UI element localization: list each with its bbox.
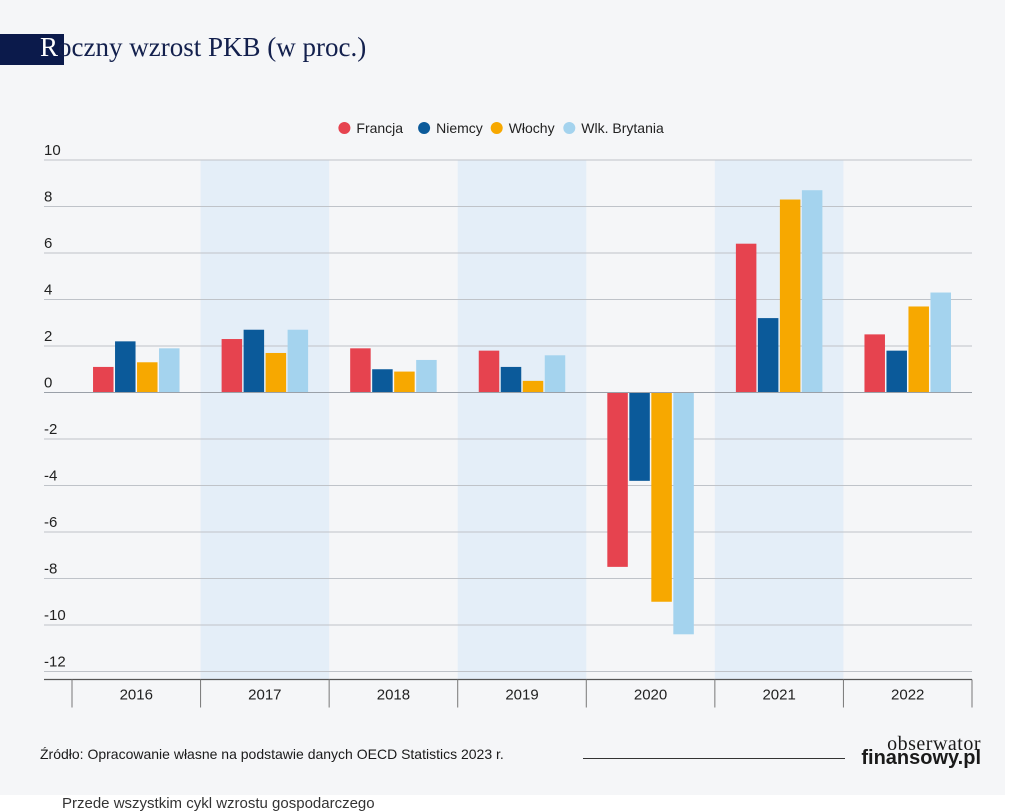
bar-niemcy-2019 — [500, 366, 522, 393]
bar-niemcy-2018 — [372, 369, 393, 393]
x-tick-label: 2021 — [762, 687, 795, 704]
bar-wlk-brytania-2017 — [287, 329, 309, 393]
bar-niemcy-2020 — [629, 392, 650, 481]
bar-w-ochy-2018 — [394, 371, 415, 393]
legend-marker-wlk-brytania — [563, 122, 576, 134]
y-tick-label: 0 — [44, 375, 52, 392]
logo-line-2: finansowy.pl — [861, 747, 981, 769]
bar-w-ochy-2020 — [651, 392, 672, 602]
bar-niemcy-2022 — [886, 350, 907, 393]
x-tick-label: 2018 — [377, 687, 410, 704]
bar-francja-2018 — [350, 348, 371, 393]
legend-label: Francja — [356, 120, 403, 136]
y-tick-label: -12 — [44, 654, 66, 671]
bar-wlk-brytania-2019 — [544, 355, 566, 393]
y-tick-label: 4 — [44, 282, 52, 299]
y-tick-label: 10 — [44, 142, 61, 159]
bar-w-ochy-2022 — [908, 306, 929, 393]
legend-label: Włochy — [509, 120, 555, 136]
bar-niemcy-2021 — [757, 318, 779, 393]
y-tick-label: -2 — [44, 421, 57, 438]
band-2019 — [457, 160, 587, 680]
band-2017 — [200, 160, 330, 680]
y-tick-label: 6 — [44, 235, 52, 252]
source-divider — [583, 758, 845, 759]
source-note: Źródło: Opracowanie własne na podstawie … — [40, 746, 504, 762]
bar-francja-2022 — [864, 334, 885, 393]
bar-wlk-brytania-2018 — [416, 359, 437, 393]
y-tick-label: -10 — [44, 607, 66, 624]
title-initial: R — [40, 32, 59, 62]
y-tick-label: 8 — [44, 189, 52, 206]
x-tick-label: 2022 — [891, 687, 924, 704]
title-text: oczny wzrost PKB (w proc.) — [58, 32, 367, 62]
bar-w-ochy-2019 — [522, 380, 544, 393]
bar-francja-2019 — [478, 350, 500, 393]
publisher-logo: obserwator finansowy.pl — [856, 734, 981, 768]
band-2021 — [714, 160, 844, 680]
x-tick-label: 2020 — [634, 687, 667, 704]
y-tick-label: -6 — [44, 514, 57, 531]
chart-title: Roczny wzrost PKB (w proc.) — [40, 32, 366, 63]
logo-line-1: obserwator — [887, 733, 981, 755]
bar-francja-2020 — [607, 392, 628, 567]
legend-marker-francja — [338, 122, 351, 134]
y-tick-label: -8 — [44, 561, 57, 578]
bar-niemcy-2017 — [243, 329, 265, 393]
title-accent-block — [0, 34, 64, 65]
bar-w-ochy-2021 — [779, 199, 801, 393]
x-tick-label: 2017 — [248, 687, 281, 704]
x-tick-label: 2019 — [505, 687, 538, 704]
legend-marker-niemcy — [418, 122, 431, 134]
bar-w-ochy-2016 — [137, 362, 158, 393]
bar-w-ochy-2017 — [265, 352, 287, 393]
legend-label: Niemcy — [436, 120, 483, 136]
y-tick-label: 2 — [44, 328, 52, 345]
bar-francja-2016 — [93, 366, 114, 393]
bar-wlk-brytania-2021 — [801, 190, 823, 393]
bar-wlk-brytania-2020 — [673, 392, 694, 635]
bar-francja-2017 — [221, 339, 243, 393]
legend-label: Wlk. Brytania — [581, 120, 664, 136]
bar-wlk-brytania-2022 — [930, 292, 951, 393]
x-tick-label: 2016 — [120, 687, 153, 704]
bar-niemcy-2016 — [115, 341, 136, 393]
bar-francja-2021 — [735, 243, 757, 393]
y-tick-label: -4 — [44, 468, 57, 485]
legend-marker-w-ochy — [490, 122, 503, 134]
article-caption: Przede wszystkim cykl wzrostu gospodarcz… — [62, 795, 375, 812]
bar-wlk-brytania-2016 — [159, 348, 180, 393]
